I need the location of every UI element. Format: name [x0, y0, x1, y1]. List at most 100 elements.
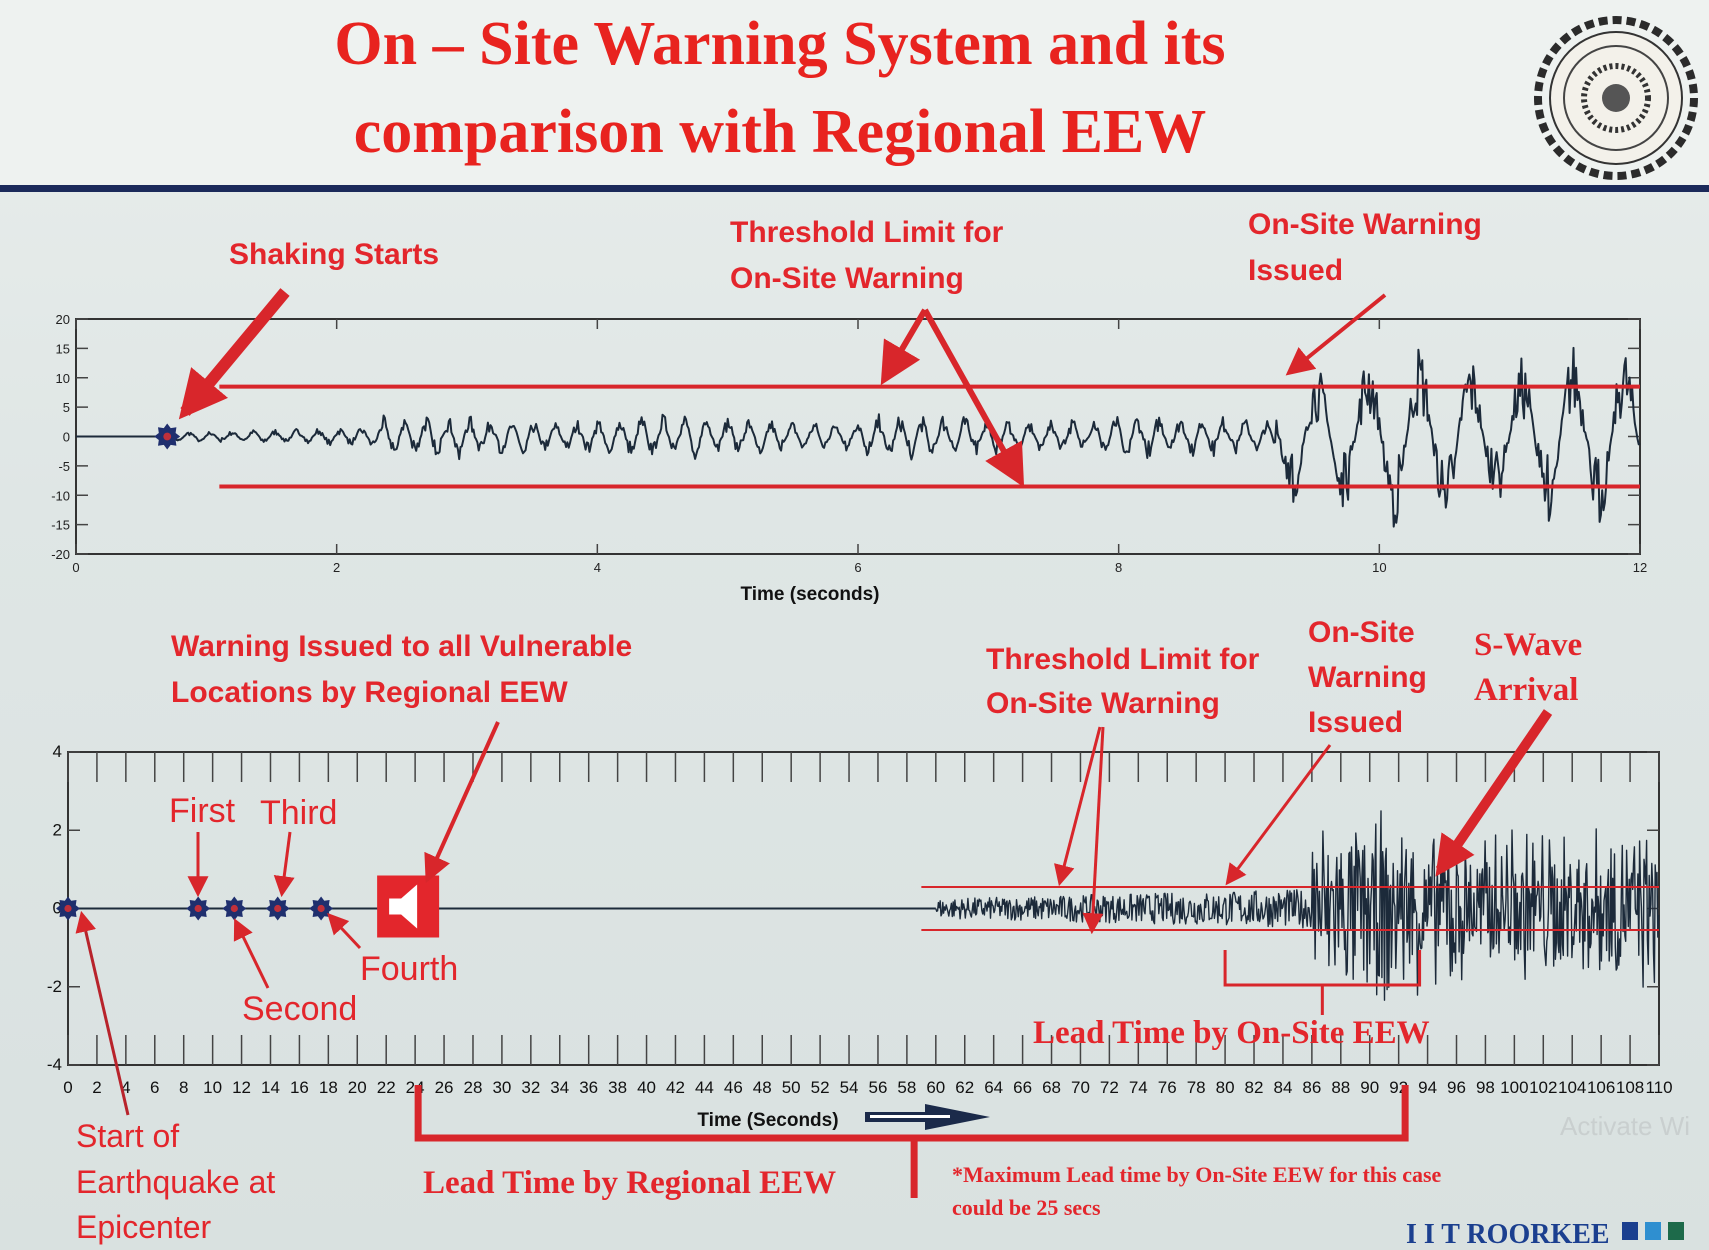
x-tick-label: 42	[666, 1078, 685, 1097]
x-tick-label: 40	[637, 1078, 656, 1097]
iit-roorkee-logo	[1534, 16, 1698, 180]
x-tick-label: 58	[897, 1078, 916, 1097]
label-shaking-starts: Shaking Starts	[229, 238, 439, 271]
plot-frame	[75, 318, 1641, 555]
label-swave-2: Arrival	[1474, 672, 1578, 708]
y-tick-label: 5	[63, 400, 70, 415]
x-tick-label: 22	[377, 1078, 396, 1097]
station-event-marker-0-core	[64, 904, 72, 913]
y-tick-label: 10	[56, 371, 70, 386]
x-tick-label: 56	[869, 1078, 888, 1097]
x-tick-label: 52	[811, 1078, 830, 1097]
x-tick-label: 68	[1042, 1078, 1061, 1097]
y-tick-label: -15	[51, 518, 70, 533]
label-threshold-top-1: Threshold Limit for	[730, 216, 1004, 249]
x-axis-label: Time (seconds)	[740, 584, 879, 605]
x-tick-label: 104	[1558, 1078, 1586, 1097]
time-arrow-icon	[865, 1104, 990, 1130]
x-tick-label: 62	[955, 1078, 974, 1097]
x-tick-label: 100	[1500, 1078, 1528, 1097]
x-tick-label: 10	[1372, 560, 1386, 575]
top-chart: 0 2 4 6 8 10 12 20 15 10 5 0 -5 -10 -15 -20 Time (second…	[51, 312, 1647, 605]
header-band	[0, 0, 1709, 185]
x-tick-label: 50	[782, 1078, 801, 1097]
x-tick-label: 0	[63, 1078, 72, 1097]
y-tick-label: -4	[47, 1055, 62, 1074]
y-tick-label: 0	[63, 430, 70, 445]
arrow-threshold-bottom-upper	[1054, 726, 1102, 887]
y-tick-label: -20	[51, 547, 70, 562]
arrow-start	[75, 910, 130, 1116]
brand-square-2	[1645, 1222, 1661, 1240]
x-tick-label: 54	[840, 1078, 859, 1097]
x-tick-label: 76	[1158, 1078, 1177, 1097]
label-onsite-bottom-3: Issued	[1308, 706, 1403, 739]
x-tick-label: 10	[203, 1078, 222, 1097]
x-tick-label: 82	[1245, 1078, 1264, 1097]
arrow-threshold-upper	[880, 308, 928, 386]
x-tick-label: 48	[753, 1078, 772, 1097]
arrow-shaking-starts	[178, 288, 290, 420]
x-tick-label: 26	[435, 1078, 454, 1097]
label-regional-1: Warning Issued to all Vulnerable	[171, 630, 632, 663]
arrow-onsite-top	[1285, 293, 1387, 376]
x-tick-label: 84	[1273, 1078, 1292, 1097]
y-tick-label: 20	[56, 312, 70, 327]
seismogram-trace	[935, 810, 1660, 1001]
x-tick-label: 18	[319, 1078, 338, 1097]
x-tick-label: 44	[695, 1078, 714, 1097]
x-tick-label: 86	[1302, 1078, 1321, 1097]
y-tick-label: -5	[58, 459, 70, 474]
bottom-chart: 0 2 4 6 8 10 12 14 16 18 20 22 24 26 28 30 32 34 36 38 40 42 4…	[47, 742, 1673, 1198]
x-tick-label: 110	[1645, 1078, 1672, 1097]
x-tick-label: 74	[1129, 1078, 1148, 1097]
x-tick-label: 80	[1216, 1078, 1235, 1097]
arrow-threshold-lower	[922, 308, 1025, 488]
x-tick-label: 8	[1115, 560, 1122, 575]
x-tick-label: 106	[1587, 1078, 1615, 1097]
x-tick-label: 96	[1447, 1078, 1466, 1097]
x-axis-label: Time (Seconds)	[697, 1110, 838, 1131]
x-tick-label: 64	[984, 1078, 1003, 1097]
x-tick-label: 88	[1331, 1078, 1350, 1097]
x-tick-label: 36	[579, 1078, 598, 1097]
station-event-marker-2-core	[230, 904, 238, 913]
slide-title-line2: comparison with Regional EEW	[354, 98, 1207, 166]
x-tick-label: 2	[333, 560, 340, 575]
label-regional-2: Locations by Regional EEW	[171, 676, 568, 709]
label-third: Third	[260, 794, 337, 832]
header-rule	[0, 185, 1709, 192]
label-threshold-bottom-1: Threshold Limit for	[986, 643, 1260, 676]
x-tick-label: 14	[261, 1078, 280, 1097]
x-tick-label: 8	[179, 1078, 188, 1097]
x-tick-label: 34	[550, 1078, 569, 1097]
label-onsite-bottom-1: On-Site	[1308, 616, 1415, 649]
x-tick-label: 66	[1013, 1078, 1032, 1097]
brand-square-1	[1622, 1222, 1638, 1240]
speaker-warning-icon	[377, 875, 440, 938]
x-tick-label: 94	[1418, 1078, 1437, 1097]
x-tick-label: 108	[1616, 1078, 1644, 1097]
x-tick-label: 12	[1633, 560, 1647, 575]
arrow-swave	[1435, 709, 1553, 877]
brand-iit-roorkee: I I T ROORKEE	[1406, 1219, 1610, 1250]
x-tick-label: 6	[854, 560, 861, 575]
label-first: First	[169, 792, 236, 830]
x-tick-label: 4	[121, 1078, 130, 1097]
station-event-marker-4-core	[317, 904, 325, 913]
x-tick-label: 28	[464, 1078, 483, 1097]
x-tick-label: 38	[608, 1078, 627, 1097]
label-start-2: Earthquake at	[76, 1164, 275, 1200]
footnote-line1: *Maximum Lead time by On-Site EEW for th…	[952, 1162, 1442, 1187]
arrow-regional	[424, 721, 500, 884]
station-event-marker-1-core	[194, 904, 202, 913]
arrow-third	[273, 831, 295, 898]
shaking-start-marker-core	[163, 432, 172, 441]
arrow-onsite-bottom	[1225, 744, 1332, 886]
seismogram-trace	[166, 346, 1641, 528]
label-start-3: Epicenter	[76, 1209, 212, 1245]
label-lead-onsite: Lead Time by On-Site EEW	[1033, 1015, 1430, 1051]
x-tick-label: 4	[594, 560, 601, 575]
